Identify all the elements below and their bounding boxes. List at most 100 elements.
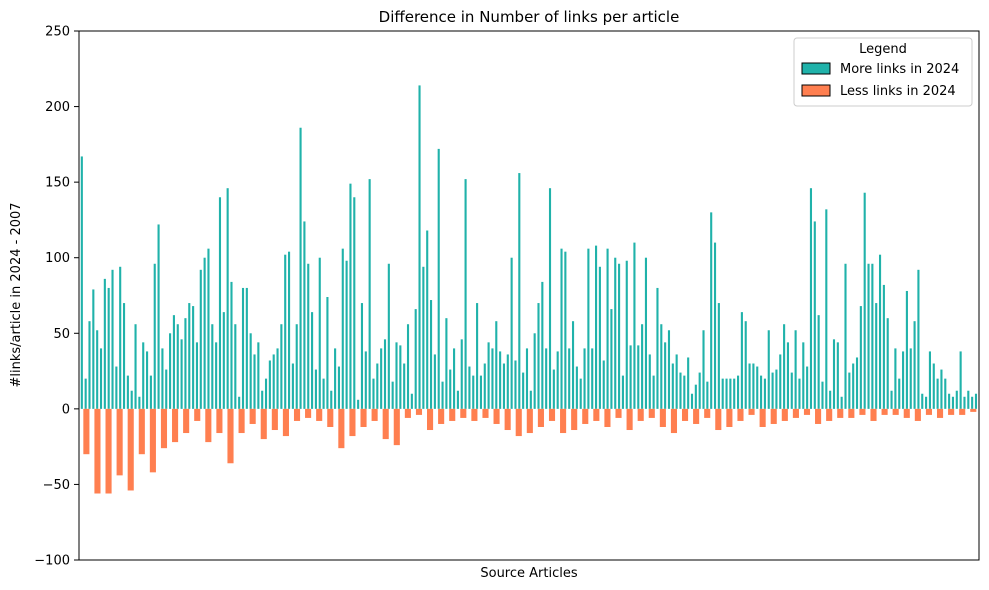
x-axis-label: Source Articles <box>480 566 577 581</box>
bar-more-links <box>172 315 175 409</box>
bar-more-links <box>456 390 459 409</box>
bar-less-links <box>415 408 423 415</box>
bar-more-links <box>909 348 912 409</box>
bar-more-links <box>902 351 905 409</box>
bar-more-links <box>721 378 724 409</box>
bar-more-links <box>760 375 763 409</box>
bar-more-links <box>410 393 413 409</box>
bar-less-links <box>438 408 445 424</box>
bar-more-links <box>84 378 87 409</box>
bar-less-links <box>183 408 190 434</box>
bar-more-links <box>683 375 686 409</box>
bar-more-links <box>794 330 797 409</box>
bar-less-links <box>138 408 145 455</box>
bar-less-links <box>781 408 788 421</box>
bar-more-links <box>437 148 440 409</box>
bar-more-links <box>449 369 452 409</box>
bar-more-links <box>875 303 878 409</box>
bar-less-links <box>693 408 700 424</box>
bar-more-links <box>472 375 475 409</box>
bar-less-links <box>282 408 289 437</box>
bar-more-links <box>257 342 260 409</box>
bar-more-links <box>518 173 521 409</box>
legend-box <box>793 37 973 107</box>
bar-more-links <box>360 303 364 409</box>
bar-less-links <box>504 408 511 431</box>
bar-less-links <box>704 408 711 418</box>
y-tick-label: −100 <box>34 554 70 569</box>
bar-more-links <box>353 197 356 409</box>
bar-more-links <box>671 363 674 409</box>
bar-more-links <box>476 303 479 409</box>
bar-more-links <box>395 342 398 409</box>
bar-more-links <box>825 209 828 409</box>
bar-more-links <box>399 345 402 409</box>
y-tick-label: −50 <box>43 478 70 493</box>
bar-less-links <box>914 408 921 421</box>
bar-more-links <box>579 378 582 409</box>
bar-more-links <box>506 354 509 409</box>
bar-more-links <box>314 369 317 409</box>
bar-more-links <box>748 363 751 409</box>
bar-more-links <box>890 390 893 409</box>
bar-less-links <box>837 408 844 418</box>
bar-more-links <box>637 345 640 409</box>
bar-more-links <box>752 363 755 409</box>
bar-more-links <box>226 188 229 409</box>
bar-more-links <box>215 342 218 409</box>
bar-more-links <box>710 212 713 409</box>
bar-less-links <box>548 408 556 421</box>
bar-less-links <box>803 408 811 415</box>
bar-more-links <box>368 179 371 409</box>
bar-more-links <box>406 324 410 409</box>
bar-more-links <box>928 351 931 409</box>
bar-more-links <box>445 318 448 409</box>
bar-more-links <box>303 221 306 409</box>
legend-label-less: Less links in 2024 <box>840 84 956 99</box>
bar-more-links <box>522 372 525 409</box>
bar-less-links <box>870 408 877 421</box>
bar-more-links <box>203 257 206 409</box>
bar-more-links <box>184 318 187 409</box>
bar-less-links <box>604 408 611 427</box>
bar-less-links <box>792 408 799 418</box>
bar-more-links <box>951 396 955 409</box>
bar-more-links <box>882 284 885 409</box>
bar-more-links <box>318 257 321 409</box>
bar-more-links <box>345 260 348 409</box>
bar-more-links <box>940 369 943 409</box>
bar-more-links <box>541 281 544 409</box>
bar-more-links <box>878 254 882 409</box>
bar-more-links <box>905 290 908 409</box>
bar-more-links <box>963 396 966 409</box>
bar-more-links <box>698 372 701 409</box>
bar-more-links <box>487 342 490 409</box>
bar-more-links <box>779 354 782 409</box>
bar-more-links <box>468 366 471 409</box>
bar-more-links <box>418 85 421 409</box>
plot-frame <box>78 30 980 561</box>
bar-more-links <box>111 269 114 409</box>
bar-more-links <box>660 324 663 409</box>
bar-more-links <box>667 330 671 409</box>
bar-less-links <box>393 408 400 446</box>
bar-more-links <box>967 390 970 409</box>
y-tick-label: 200 <box>45 100 70 115</box>
bar-more-links <box>614 257 617 409</box>
bar-more-links <box>138 396 141 409</box>
bar-more-links <box>364 351 367 409</box>
y-tick-label: 150 <box>45 176 70 191</box>
bar-less-links <box>770 408 777 424</box>
bar-more-links <box>383 339 387 409</box>
bar-more-links <box>602 360 605 409</box>
bar-more-links <box>560 248 563 409</box>
y-axis-label: #links/article in 2024 - 2007 <box>9 202 24 387</box>
bar-more-links <box>502 363 506 409</box>
bar-less-links <box>737 408 744 421</box>
bar-more-links <box>783 324 786 409</box>
bar-more-links <box>744 321 747 409</box>
bar-more-links <box>713 242 717 409</box>
bar-more-links <box>690 393 694 409</box>
bar-more-links <box>207 248 210 409</box>
bar-less-links <box>172 408 179 443</box>
